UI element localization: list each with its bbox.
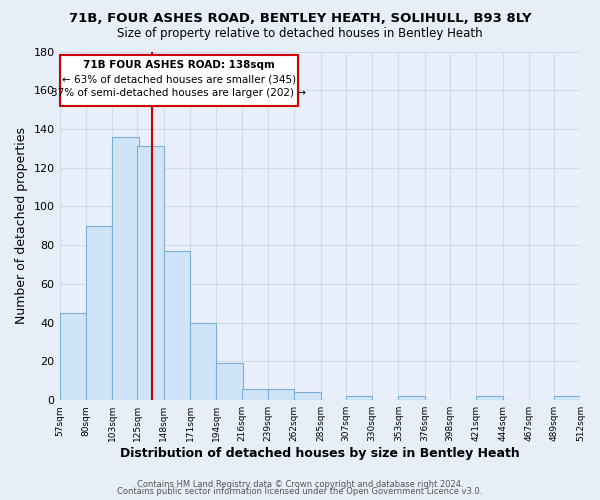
Text: Contains public sector information licensed under the Open Government Licence v3: Contains public sector information licen… [118,488,482,496]
Bar [242,388,268,400]
Text: ← 63% of detached houses are smaller (345): ← 63% of detached houses are smaller (34… [62,74,296,85]
Text: 71B, FOUR ASHES ROAD, BENTLEY HEATH, SOLIHULL, B93 8LY: 71B, FOUR ASHES ROAD, BENTLEY HEATH, SOL… [68,12,532,26]
X-axis label: Distribution of detached houses by size in Bentley Heath: Distribution of detached houses by size … [120,447,520,460]
Bar [164,251,190,400]
Text: Size of property relative to detached houses in Bentley Heath: Size of property relative to detached ho… [117,28,483,40]
Bar [190,322,217,400]
Bar [217,364,243,400]
Bar [398,396,425,400]
Text: Contains HM Land Registry data © Crown copyright and database right 2024.: Contains HM Land Registry data © Crown c… [137,480,463,489]
Bar [137,146,164,400]
Bar [294,392,320,400]
Text: 71B FOUR ASHES ROAD: 138sqm: 71B FOUR ASHES ROAD: 138sqm [83,60,275,70]
Text: 37% of semi-detached houses are larger (202) →: 37% of semi-detached houses are larger (… [51,88,306,99]
Bar [86,226,112,400]
Bar [476,396,503,400]
Y-axis label: Number of detached properties: Number of detached properties [15,128,28,324]
Bar [268,388,294,400]
Bar [554,396,581,400]
FancyBboxPatch shape [59,56,298,106]
Bar [346,396,372,400]
Bar [59,313,86,400]
Bar [112,136,139,400]
